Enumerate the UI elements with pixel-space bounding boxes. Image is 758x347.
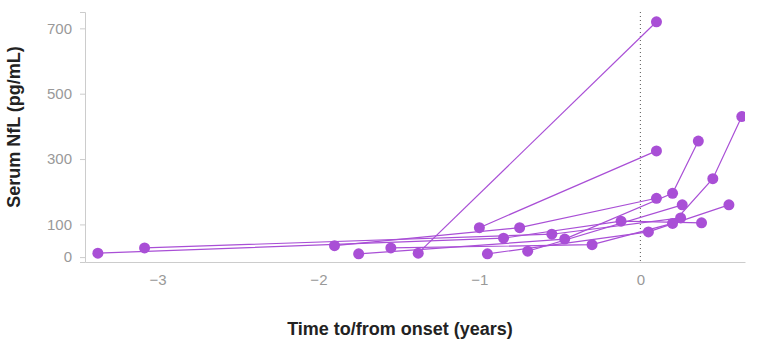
- data-point: [546, 229, 557, 240]
- y-tick-label: 300: [47, 150, 72, 167]
- y-tick-mark: [80, 224, 85, 225]
- y-tick: 500: [47, 85, 85, 102]
- y-tick-label: 500: [47, 85, 72, 102]
- data-point: [677, 199, 688, 210]
- series-line: [528, 205, 683, 251]
- y-tick-label: 700: [47, 20, 72, 37]
- x-axis-title: Time to/from onset (years): [287, 319, 513, 339]
- x-axis-line: [86, 262, 746, 263]
- y-axis-line: [80, 13, 86, 263]
- series-line: [418, 22, 656, 253]
- data-layer: [92, 12, 745, 262]
- y-tick-label: 0: [64, 248, 72, 265]
- data-point: [385, 242, 396, 253]
- data-point: [667, 218, 678, 229]
- data-point: [736, 111, 745, 122]
- x-tick: −3: [149, 262, 166, 288]
- data-point: [413, 248, 424, 259]
- data-point: [587, 239, 598, 250]
- x-tick-label: −3: [149, 271, 166, 288]
- data-point: [616, 216, 627, 227]
- x-tick-label: −1: [471, 271, 488, 288]
- series-line: [479, 151, 656, 228]
- y-tick-label: 100: [47, 216, 72, 233]
- chart-container: −3 −2 −1 0 0 100 300 500 700 Time to/from onset (…: [0, 0, 758, 347]
- data-point: [723, 199, 734, 210]
- data-point: [707, 173, 718, 184]
- plot-area: −3 −2 −1 0 0 100 300 500 700: [47, 12, 747, 288]
- data-point: [643, 226, 654, 237]
- data-point: [651, 16, 662, 27]
- data-point: [559, 234, 570, 245]
- y-tick: 300: [47, 150, 85, 167]
- data-point: [92, 248, 103, 259]
- x-tick-label: −2: [310, 271, 327, 288]
- y-tick: 700: [47, 20, 85, 37]
- data-point: [522, 246, 533, 257]
- x-tick: −1: [471, 262, 488, 288]
- x-tick-label: 0: [637, 271, 645, 288]
- series-line: [145, 218, 681, 248]
- y-tick-mark: [80, 257, 85, 258]
- data-point: [353, 248, 364, 259]
- data-point: [693, 136, 704, 147]
- x-tick: −2: [310, 262, 327, 288]
- y-tick: 0: [64, 248, 85, 265]
- y-axis-title: Serum NfL (pg/mL): [4, 46, 24, 208]
- series-line: [487, 205, 728, 254]
- y-tick: 100: [47, 216, 85, 233]
- series-line: [359, 141, 699, 254]
- data-point: [651, 193, 662, 204]
- data-point: [514, 222, 525, 233]
- data-point: [696, 217, 707, 228]
- series-line: [335, 198, 657, 245]
- reference-line: [640, 12, 641, 262]
- y-tick-mark: [80, 94, 85, 95]
- chart-svg: −3 −2 −1 0 0 100 300 500 700 Time to/from onset (…: [0, 0, 758, 347]
- x-axis: −3 −2 −1 0: [86, 262, 746, 288]
- data-point: [474, 222, 485, 233]
- y-tick-mark: [80, 159, 85, 160]
- data-point: [139, 242, 150, 253]
- x-tick: 0: [637, 262, 645, 288]
- data-point: [651, 145, 662, 156]
- data-point: [667, 188, 678, 199]
- y-axis: 0 100 300 500 700: [47, 13, 86, 266]
- y-tick-mark: [80, 28, 85, 29]
- data-point: [329, 240, 340, 251]
- data-point: [498, 233, 509, 244]
- data-point: [482, 248, 493, 259]
